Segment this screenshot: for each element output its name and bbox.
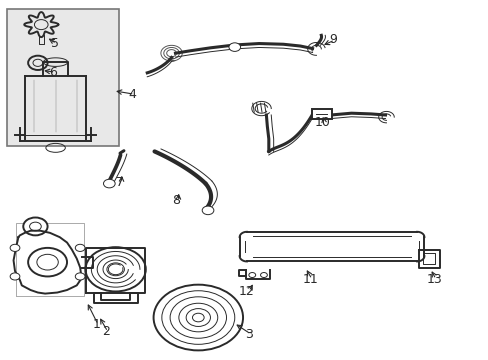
Circle shape <box>23 217 47 235</box>
Circle shape <box>260 273 267 278</box>
Circle shape <box>10 244 20 251</box>
Circle shape <box>202 206 213 215</box>
Text: 3: 3 <box>245 328 253 341</box>
Circle shape <box>75 244 85 251</box>
Bar <box>7 9 119 146</box>
Text: 6: 6 <box>49 66 57 78</box>
Circle shape <box>248 273 255 278</box>
Circle shape <box>75 273 85 280</box>
Circle shape <box>10 273 20 280</box>
Text: 12: 12 <box>239 285 254 298</box>
FancyBboxPatch shape <box>311 109 331 119</box>
Text: 10: 10 <box>314 116 329 129</box>
Text: 7: 7 <box>115 176 123 189</box>
Text: 2: 2 <box>102 325 110 338</box>
Circle shape <box>103 179 115 188</box>
Text: 5: 5 <box>51 37 59 50</box>
Text: 4: 4 <box>128 88 136 101</box>
Text: 1: 1 <box>92 318 100 331</box>
Text: 13: 13 <box>426 273 441 286</box>
Text: 8: 8 <box>172 194 180 207</box>
Text: 9: 9 <box>328 33 336 46</box>
Circle shape <box>85 247 145 292</box>
Text: 11: 11 <box>302 273 317 286</box>
Circle shape <box>228 43 240 51</box>
